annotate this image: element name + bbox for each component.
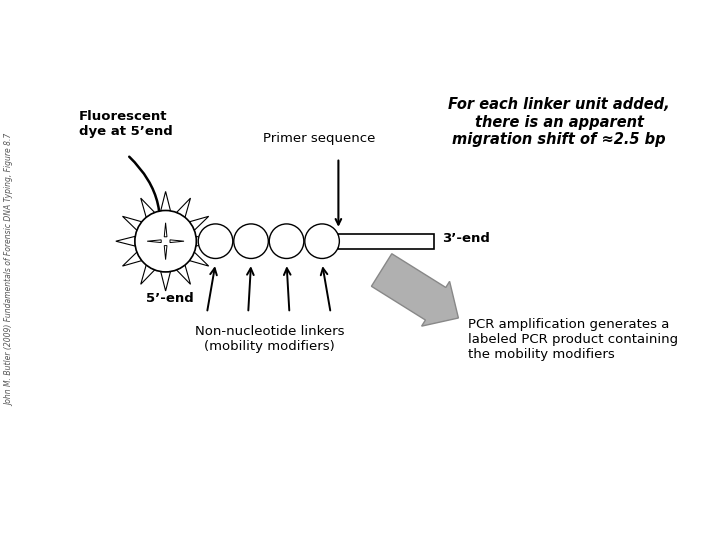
Polygon shape [189,252,209,266]
Polygon shape [122,217,142,230]
Text: For each linker unit added,
there is an apparent
migration shift of ≈2.5 bp: For each linker unit added, there is an … [449,97,670,147]
Polygon shape [164,246,167,260]
Polygon shape [189,217,209,230]
Polygon shape [116,237,135,246]
Text: 3’-end: 3’-end [442,232,490,245]
Polygon shape [164,223,167,237]
Text: Non-nucleotide linkers
(mobility modifiers): Non-nucleotide linkers (mobility modifie… [194,325,344,353]
Polygon shape [170,240,184,242]
Text: Fluorescent
dye at 5’end: Fluorescent dye at 5’end [79,110,173,138]
FancyArrow shape [372,254,459,326]
Text: 5’-end: 5’-end [146,292,194,305]
Text: PCR amplification generates a
labeled PCR product containing
the mobility modifi: PCR amplification generates a labeled PC… [468,318,678,361]
Circle shape [269,224,304,259]
Polygon shape [122,252,142,266]
Polygon shape [161,192,171,211]
Circle shape [135,211,197,272]
Circle shape [198,224,233,259]
Circle shape [305,224,339,259]
Text: John M. Butler (2009) Fundamentals of Forensic DNA Typing, Figure 8.7: John M. Butler (2009) Fundamentals of Fo… [5,134,14,406]
Circle shape [234,224,269,259]
Bar [338,233,434,249]
Text: Primer sequence: Primer sequence [263,132,375,145]
Polygon shape [176,265,191,284]
Polygon shape [140,198,155,218]
Polygon shape [161,272,171,291]
Polygon shape [140,265,155,284]
Polygon shape [147,240,161,242]
Polygon shape [176,198,191,218]
Polygon shape [196,237,215,246]
